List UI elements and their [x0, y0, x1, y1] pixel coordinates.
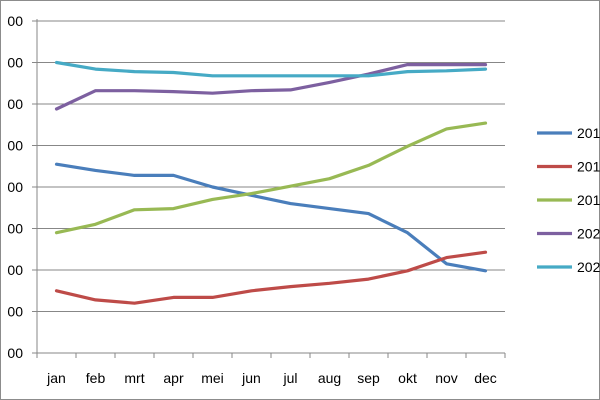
y-tick-label: 00	[7, 96, 23, 112]
legend-label-4: 202	[577, 226, 600, 242]
series-line-2	[54, 250, 488, 305]
legend: 201 201 201 202 202	[537, 125, 600, 275]
x-tick-label: mei	[201, 370, 224, 386]
x-tick-label: mrt	[124, 370, 144, 386]
x-tick-label: jul	[282, 370, 297, 386]
x-tick-label: jun	[241, 370, 261, 386]
x-tick-label: nov	[435, 370, 458, 386]
axes	[32, 19, 506, 358]
x-tick-label: sep	[357, 370, 380, 386]
y-tick-label: 00	[7, 304, 23, 320]
x-tick-label: jan	[46, 370, 66, 386]
y-tick-label: 00	[7, 345, 23, 361]
series-line-5	[54, 60, 488, 78]
y-tick-label: 00	[7, 55, 23, 71]
x-tick-label: okt	[398, 370, 417, 386]
legend-label-1: 201	[577, 125, 600, 141]
series-lines	[54, 60, 488, 305]
x-tick-label: feb	[86, 370, 106, 386]
x-tick-labels: jan feb mrt apr mei jun jul aug sep okt nov dec	[46, 370, 497, 386]
y-tick-label: 00	[7, 221, 23, 237]
y-tick-labels: 00 00 00 00 00 00 00 00 00	[7, 13, 23, 361]
series-line-1	[54, 162, 488, 273]
legend-label-2: 201	[577, 159, 600, 175]
y-tick-label: 00	[7, 13, 23, 29]
gridlines	[37, 20, 505, 312]
x-tick-label: apr	[163, 370, 184, 386]
x-tick-label: aug	[318, 370, 341, 386]
series-line-3	[54, 121, 488, 235]
x-tick-label: dec	[474, 370, 497, 386]
legend-label-3: 201	[577, 192, 600, 208]
y-tick-label: 00	[7, 262, 23, 278]
y-tick-label: 00	[7, 138, 23, 154]
y-tick-label: 00	[7, 179, 23, 195]
legend-label-5: 202	[577, 259, 600, 275]
series-line-4	[54, 62, 488, 111]
